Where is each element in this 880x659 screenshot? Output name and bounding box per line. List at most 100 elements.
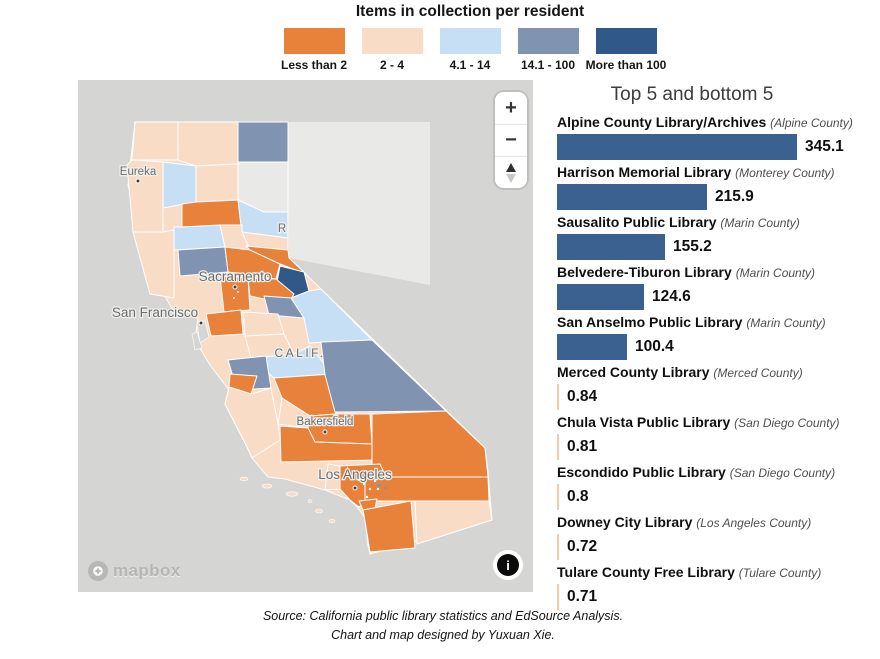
- city-label-san-francisco: San Francisco: [112, 305, 198, 320]
- county-name: (Merced County): [713, 366, 803, 380]
- bar-row: Escondido Public Library (San Diego Coun…: [557, 463, 880, 510]
- library-name: San Anselmo Public Library: [557, 314, 743, 330]
- county-name: (Los Angeles County): [696, 516, 812, 530]
- bar-value: 0.8: [567, 488, 589, 505]
- county-del-norte[interactable]: [131, 121, 179, 161]
- bar-value: 0.72: [567, 538, 598, 555]
- county-san-diego[interactable]: [362, 500, 416, 553]
- city-dot-los-angeles: [352, 485, 358, 491]
- zoom-out-button[interactable]: −: [495, 124, 527, 156]
- county-sacramento[interactable]: [219, 275, 251, 313]
- legend-item: 4.1 - 14: [431, 28, 509, 72]
- county-monterey[interactable]: [224, 386, 281, 459]
- county-mendocino[interactable]: [132, 229, 175, 299]
- bar-label: Escondido Public Library (San Diego Coun…: [557, 463, 880, 482]
- county-tehama[interactable]: [181, 199, 243, 228]
- bar-label: Belvedere-Tiburon Library (Marin County): [557, 263, 880, 282]
- bar-line: 124.6: [557, 284, 880, 310]
- bar-row: Belvedere-Tiburon Library (Marin County)…: [557, 263, 880, 310]
- county-san-joaquin[interactable]: [242, 311, 285, 337]
- legend-swatch: [361, 28, 423, 54]
- legend-label: Less than 2: [280, 58, 348, 72]
- bar: [557, 434, 559, 460]
- mapbox-wordmark: mapbox: [113, 561, 181, 580]
- county-shasta[interactable]: [195, 163, 239, 203]
- bar-value: 345.1: [805, 138, 844, 155]
- bar: [557, 334, 627, 360]
- city-label-sacramento: Sacramento: [199, 269, 272, 284]
- bar-line: 345.1: [557, 134, 880, 160]
- county-placer[interactable]: [224, 246, 281, 280]
- california-choropleth-map[interactable]: Eureka R Sacramento San Francisco CALIF.…: [78, 80, 533, 592]
- nevada-region: [288, 122, 430, 285]
- city-label-eureka: Eureka: [120, 166, 157, 178]
- bar: [557, 534, 559, 560]
- bar-value: 124.6: [652, 288, 691, 305]
- county-merced[interactable]: [250, 345, 333, 379]
- bar: [557, 284, 644, 310]
- county-name: (San Diego County): [729, 466, 836, 480]
- city-label-los-angeles: Los Angeles: [318, 467, 392, 482]
- county-modoc[interactable]: [237, 121, 289, 163]
- map-labels: Eureka R Sacramento San Francisco CALIF.…: [111, 165, 393, 491]
- state-label-calif: CALIF.: [274, 346, 325, 360]
- county-plumas[interactable]: [237, 199, 289, 239]
- library-name: Alpine County Library/Archives: [557, 114, 767, 130]
- library-name: Escondido Public Library: [557, 464, 726, 480]
- county-name: (Marin County): [746, 316, 826, 330]
- county-contra-costa[interactable]: [205, 309, 244, 337]
- bar-line: 0.81: [557, 434, 880, 460]
- bar: [557, 184, 707, 210]
- legend: Less than 2 2 - 4 4.1 - 14 14.1 - 100 Mo…: [275, 28, 666, 72]
- city-dot-sacramento: [232, 284, 238, 290]
- bar: [557, 584, 559, 610]
- county-butte[interactable]: [219, 224, 251, 251]
- legend-swatch: [517, 28, 579, 54]
- compass-button[interactable]: [495, 156, 527, 188]
- bar-row: Downey City Library (Los Angeles County)…: [557, 513, 880, 560]
- source-note: Source: California public library statis…: [0, 607, 880, 645]
- county-imperial[interactable]: [414, 500, 493, 545]
- city-label-partial: R: [278, 223, 286, 235]
- county-name: (Marin County): [735, 266, 816, 280]
- city-area-specks: [233, 291, 387, 499]
- bar-value: 0.71: [567, 588, 598, 605]
- county-siskiyou[interactable]: [177, 121, 239, 167]
- compass-south-icon: [506, 173, 516, 183]
- library-name: Downey City Library: [557, 514, 693, 530]
- bar-line: 0.72: [557, 534, 880, 560]
- mapbox-icon: [88, 561, 108, 581]
- county-el-dorado[interactable]: [245, 245, 307, 275]
- header: Items in collection per resident Less th…: [50, 3, 880, 72]
- mapbox-logo[interactable]: mapbox: [87, 560, 181, 582]
- legend-item: 2 - 4: [353, 28, 431, 72]
- attribution-info-button[interactable]: i: [493, 550, 523, 580]
- library-name: Chula Vista Public Library: [557, 414, 731, 430]
- bar-rows: Alpine County Library/Archives (Alpine C…: [557, 113, 880, 610]
- bar-row: Chula Vista Public Library (San Diego Co…: [557, 413, 880, 460]
- library-name: Belvedere-Tiburon Library: [557, 264, 732, 280]
- city-dot-bakersfield: [322, 429, 328, 435]
- bar: [557, 384, 559, 410]
- bar-line: 0.84: [557, 384, 880, 410]
- city-dot-eureka: [135, 178, 141, 184]
- county-glenn[interactable]: [173, 224, 226, 251]
- bar-value: 0.81: [567, 438, 598, 455]
- zoom-in-button[interactable]: +: [495, 92, 527, 124]
- counties-layer[interactable]: [126, 121, 493, 553]
- county-trinity[interactable]: [162, 161, 197, 209]
- bar-label: Chula Vista Public Library (San Diego Co…: [557, 413, 880, 432]
- bar-value: 100.4: [635, 338, 674, 355]
- legend-item: More than 100: [586, 28, 666, 72]
- city-dot-san-francisco: [198, 320, 204, 326]
- bar-line: 0.71: [557, 584, 880, 610]
- county-inyo[interactable]: [320, 339, 447, 413]
- bar-row: Alpine County Library/Archives (Alpine C…: [557, 113, 880, 160]
- bar-chart-panel: Top 5 and bottom 5 Alpine County Library…: [557, 84, 880, 613]
- map-navigation-control: + −: [495, 92, 527, 188]
- bar-row: Harrison Memorial Library (Monterey Coun…: [557, 163, 880, 210]
- map-container[interactable]: Eureka R Sacramento San Francisco CALIF.…: [78, 80, 533, 592]
- bar-row: Sausalito Public Library (Marin County) …: [557, 213, 880, 260]
- bar-line: 100.4: [557, 334, 880, 360]
